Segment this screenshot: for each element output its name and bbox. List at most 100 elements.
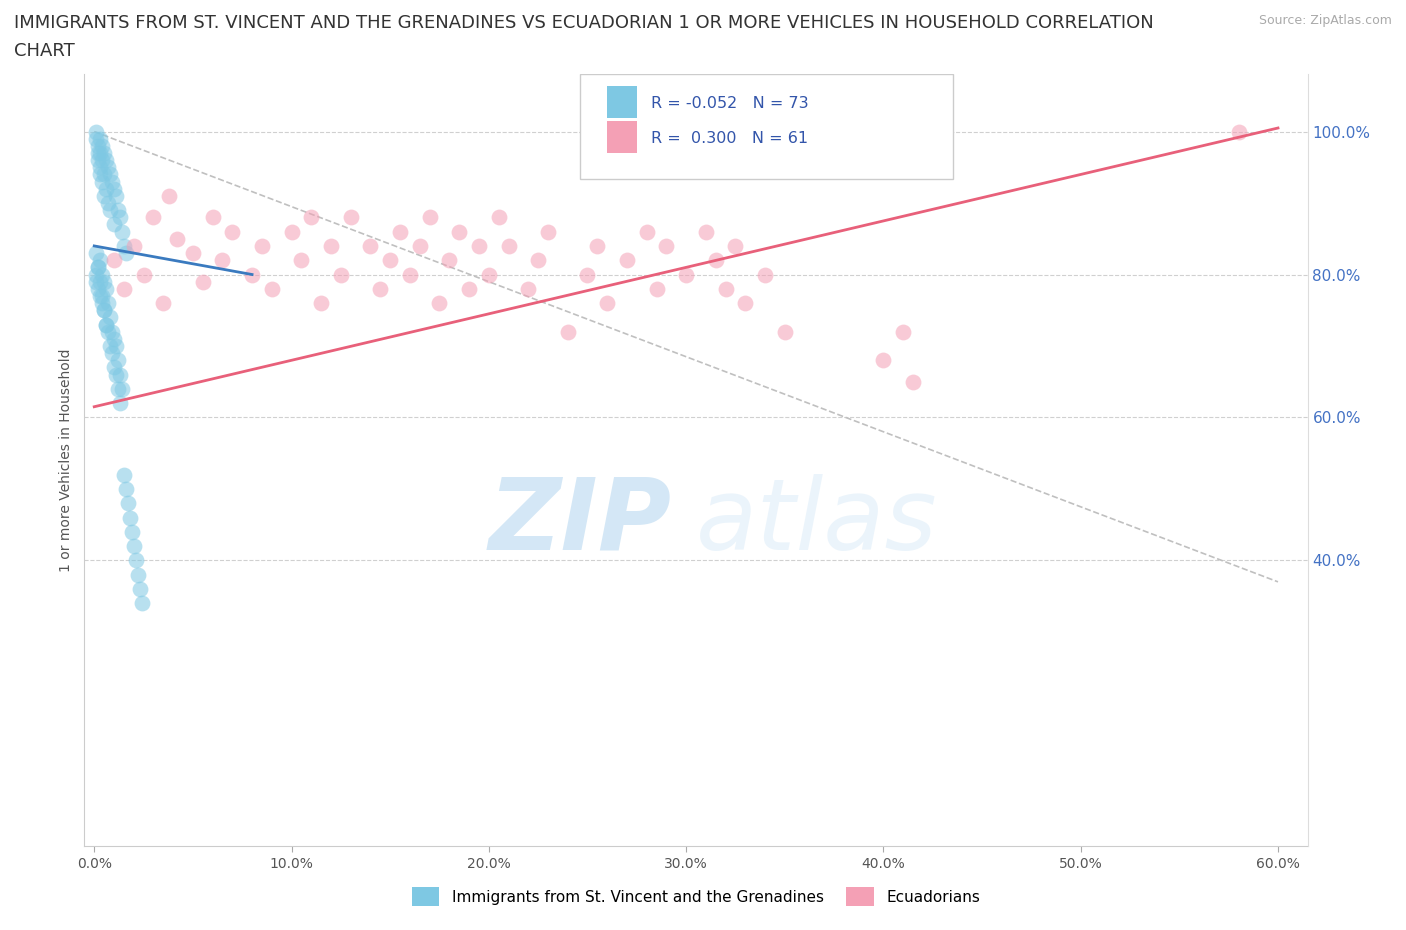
Point	[527, 253, 550, 268]
Point	[131, 596, 153, 611]
Point	[166, 232, 188, 246]
Point	[329, 267, 352, 282]
Point	[675, 267, 697, 282]
Y-axis label: 1 or more Vehicles in Household: 1 or more Vehicles in Household	[59, 349, 73, 572]
Point	[103, 360, 125, 375]
Point	[124, 553, 146, 568]
Point	[101, 174, 124, 189]
Point	[1227, 124, 1250, 139]
Point	[98, 310, 121, 325]
Legend: Immigrants from St. Vincent and the Grenadines, Ecuadorians: Immigrants from St. Vincent and the Gren…	[406, 881, 986, 912]
Point	[91, 153, 114, 167]
Point	[118, 510, 141, 525]
Point	[359, 238, 381, 253]
Point	[89, 167, 111, 182]
Point	[250, 238, 273, 253]
Point	[91, 296, 114, 311]
Point	[94, 317, 117, 332]
Point	[89, 274, 111, 289]
Point	[260, 282, 283, 297]
Point	[97, 296, 120, 311]
Point	[104, 367, 127, 382]
Point	[458, 282, 481, 297]
Point	[695, 224, 717, 239]
Point	[734, 296, 756, 311]
Point	[616, 253, 638, 268]
Point	[419, 210, 441, 225]
Text: atlas: atlas	[696, 473, 938, 571]
Point	[84, 267, 107, 282]
Point	[89, 131, 111, 146]
Point	[89, 253, 111, 268]
Point	[157, 189, 180, 204]
Point	[117, 496, 139, 511]
Point	[478, 267, 501, 282]
Point	[89, 160, 111, 175]
Point	[87, 260, 110, 275]
Point	[114, 246, 136, 260]
Point	[111, 381, 134, 396]
FancyBboxPatch shape	[579, 74, 953, 179]
Point	[84, 274, 107, 289]
Point	[891, 325, 914, 339]
Point	[773, 325, 796, 339]
Point	[240, 267, 263, 282]
Point	[89, 288, 111, 303]
Point	[91, 267, 114, 282]
Point	[399, 267, 422, 282]
Point	[87, 139, 110, 153]
Point	[122, 538, 145, 553]
Point	[221, 224, 243, 239]
Point	[201, 210, 224, 225]
Point	[142, 210, 165, 225]
Point	[127, 567, 149, 582]
Text: CHART: CHART	[14, 42, 75, 60]
Point	[108, 210, 131, 225]
Point	[645, 282, 668, 297]
Text: IMMIGRANTS FROM ST. VINCENT AND THE GRENADINES VS ECUADORIAN 1 OR MORE VEHICLES : IMMIGRANTS FROM ST. VINCENT AND THE GREN…	[14, 14, 1154, 32]
Bar	[606, 121, 637, 153]
Point	[84, 124, 107, 139]
Point	[93, 303, 115, 318]
Point	[537, 224, 560, 239]
Point	[389, 224, 412, 239]
Point	[98, 167, 121, 182]
Point	[107, 381, 129, 396]
Point	[586, 238, 609, 253]
Point	[132, 267, 155, 282]
Text: R =  0.300   N = 61: R = 0.300 N = 61	[651, 131, 808, 146]
Point	[368, 282, 391, 297]
Point	[91, 139, 114, 153]
Point	[103, 217, 125, 232]
Point	[111, 224, 134, 239]
Point	[128, 581, 150, 596]
Point	[93, 167, 115, 182]
Point	[93, 303, 115, 318]
Point	[517, 282, 540, 297]
Point	[108, 396, 131, 411]
Point	[498, 238, 520, 253]
Bar	[606, 86, 637, 118]
Point	[211, 253, 233, 268]
Point	[84, 131, 107, 146]
Point	[468, 238, 491, 253]
Point	[112, 467, 135, 482]
Point	[409, 238, 432, 253]
Point	[97, 325, 120, 339]
Point	[576, 267, 599, 282]
Point	[97, 195, 120, 210]
Point	[103, 253, 125, 268]
Point	[152, 296, 174, 311]
Point	[94, 153, 117, 167]
Point	[299, 210, 322, 225]
Point	[107, 352, 129, 367]
Point	[724, 238, 747, 253]
Point	[557, 325, 579, 339]
Point	[87, 146, 110, 161]
Point	[112, 238, 135, 253]
Point	[181, 246, 204, 260]
Point	[93, 189, 115, 204]
Point	[380, 253, 402, 268]
Point	[101, 346, 124, 361]
Point	[94, 181, 117, 196]
